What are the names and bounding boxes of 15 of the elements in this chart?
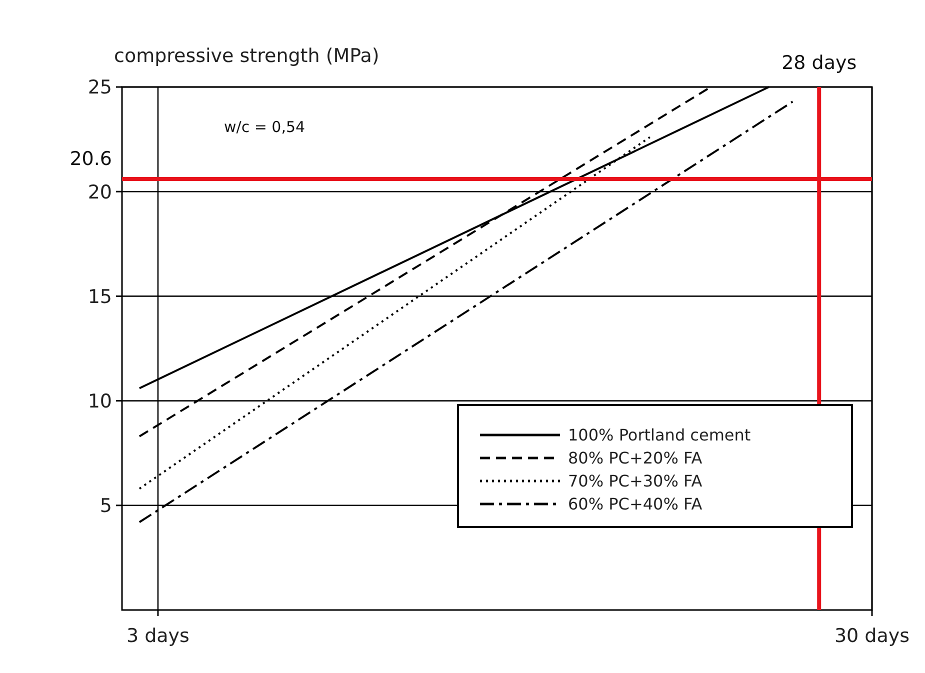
y-tick-label: 25: [88, 76, 112, 99]
y-tick-label: 10: [88, 390, 112, 412]
annotation: w/c = 0,54: [224, 118, 306, 136]
legend-label: 80% PC+20% FA: [568, 448, 702, 468]
legend-label: 60% PC+40% FA: [568, 494, 702, 514]
x-tick-label: 3 days: [126, 625, 190, 647]
x-tick-label: 30 days: [834, 625, 910, 647]
legend-label: 100% Portland cement: [568, 426, 751, 445]
y-tick-label: 5: [100, 495, 112, 518]
ref-line-label: 28 days: [782, 52, 857, 74]
y-tick-label: 20: [88, 181, 112, 204]
y-axis-title: compressive strength (MPa): [114, 45, 380, 67]
legend-label: 70% PC+30% FA: [568, 472, 702, 491]
ref-line-label: 20.6: [70, 148, 112, 170]
y-tick-label: 15: [88, 286, 112, 308]
